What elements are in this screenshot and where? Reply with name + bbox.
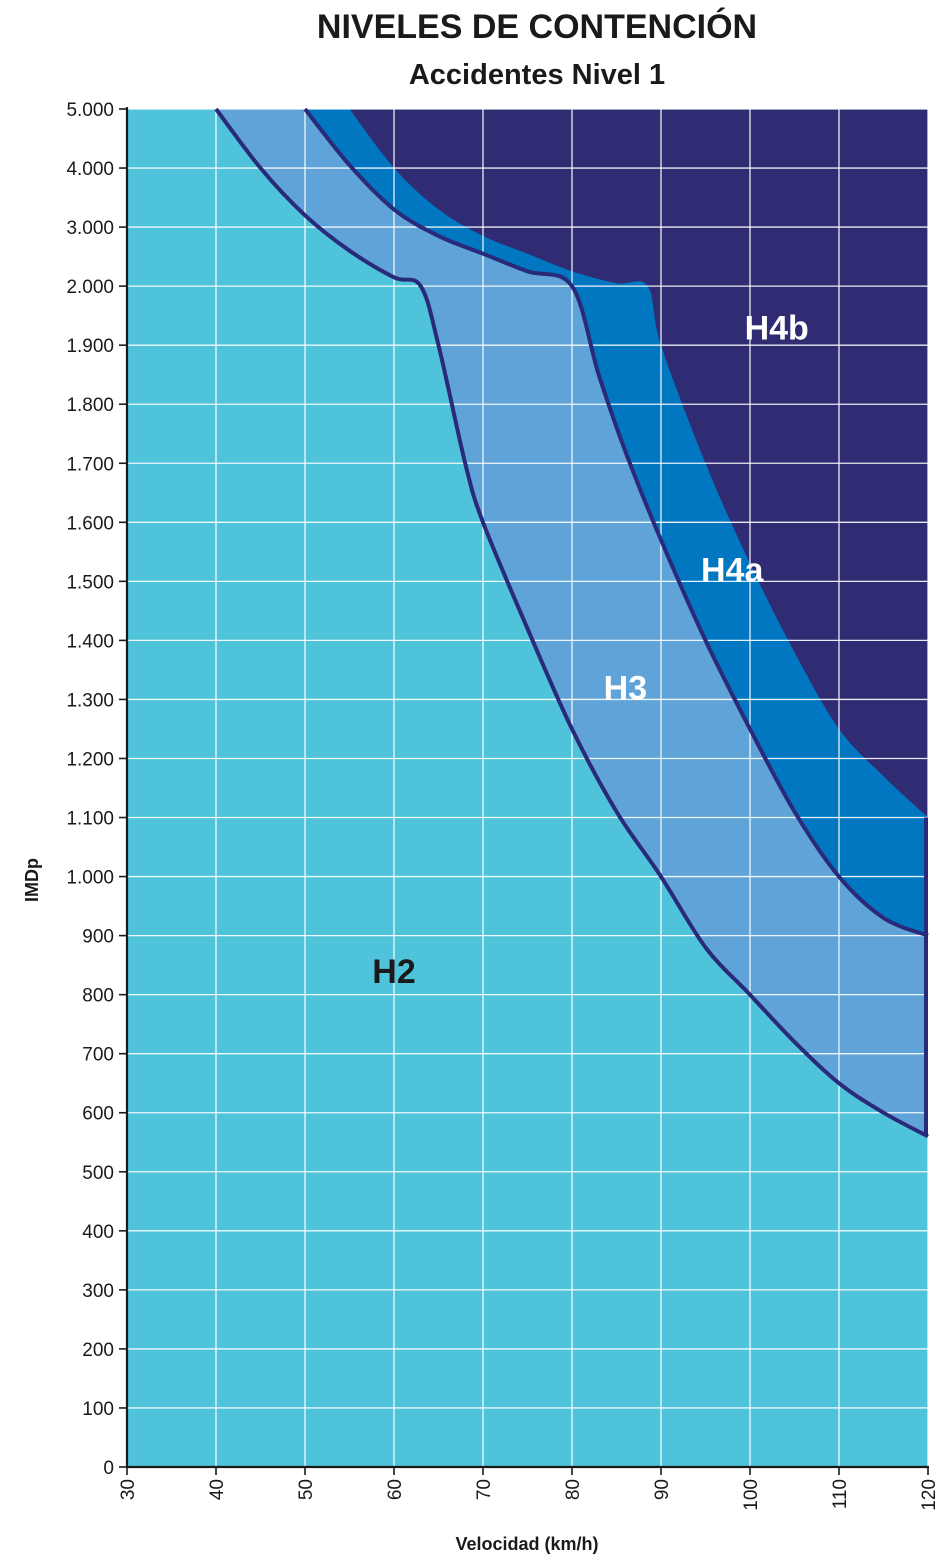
y-tick-label: 300 — [82, 1281, 114, 1302]
y-tick-label: 1.800 — [66, 395, 114, 416]
y-tick-label: 500 — [82, 1163, 114, 1184]
grid-lines — [127, 108, 929, 1467]
chart-subtitle: Accidentes Nivel 1 — [409, 59, 665, 91]
region-label-H2: H2 — [372, 953, 415, 991]
y-tick-label: 1.000 — [66, 868, 114, 889]
chart-title: NIVELES DE CONTENCIÓN — [317, 8, 757, 46]
x-tick-label: 30 — [118, 1479, 139, 1500]
region-label-H4a: H4a — [701, 551, 764, 589]
region-boundaries — [214, 107, 929, 1139]
y-tick-label: 4.000 — [66, 159, 114, 180]
y-tick-label: 1.700 — [66, 454, 114, 475]
y-tick-label: 1.600 — [66, 513, 114, 534]
x-axis-label: Velocidad (km/h) — [455, 1534, 598, 1554]
y-tick-label: 2.000 — [66, 277, 114, 298]
y-tick-label: 1.300 — [66, 690, 114, 711]
y-tick-label: 1.200 — [66, 749, 114, 770]
y-axis-label: IMDp — [22, 858, 42, 902]
y-tick-label: 5.000 — [66, 100, 114, 121]
y-tick-label: 400 — [82, 1222, 114, 1243]
boundary-line — [303, 107, 929, 938]
x-tick-label: 60 — [385, 1479, 406, 1500]
y-tick-label: 1.400 — [66, 631, 114, 652]
y-tick-label: 1.100 — [66, 809, 114, 830]
y-tick-label: 1.500 — [66, 572, 114, 593]
y-tick-label: 1.900 — [66, 336, 114, 357]
region-label-H4b: H4b — [745, 309, 809, 347]
x-tick-label: 100 — [741, 1479, 762, 1511]
y-tick-label: 800 — [82, 986, 114, 1007]
axes: 0 100 200 300 400 500 600 700 800 900 1.000 1.100 1.… — [66, 100, 938, 1511]
boundary-line — [214, 107, 929, 1139]
x-tick-label: 90 — [652, 1479, 673, 1500]
y-tick-label: 200 — [82, 1340, 114, 1361]
y-tick-label: 100 — [82, 1399, 114, 1420]
y-tick-label: 0 — [103, 1458, 114, 1479]
region-label-H3: H3 — [604, 669, 647, 707]
x-tick-label: 50 — [296, 1479, 317, 1500]
region-labels: H2 H3 H4a H4b — [372, 309, 809, 991]
y-tick-label: 900 — [82, 927, 114, 948]
x-tick-label: 110 — [830, 1479, 851, 1509]
x-tick-label: 40 — [207, 1479, 228, 1500]
x-tick-label: 80 — [563, 1479, 584, 1500]
y-tick-label: 600 — [82, 1104, 114, 1125]
x-tick-label: 70 — [474, 1479, 495, 1500]
y-tick-label: 3.000 — [66, 218, 114, 239]
x-tick-label: 120 — [919, 1479, 938, 1511]
y-tick-label: 700 — [82, 1045, 114, 1066]
